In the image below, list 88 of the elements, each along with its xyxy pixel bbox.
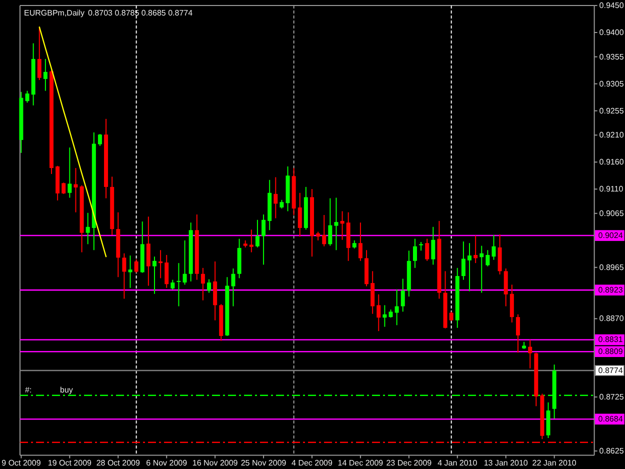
x-tick-label: 22 Jan 2010 (532, 458, 577, 468)
candlestick (25, 90, 30, 104)
candlestick (62, 182, 66, 194)
x-tick-label: 6 Nov 2009 (146, 458, 188, 468)
y-tick-label: 0.9110 (599, 184, 624, 194)
candlestick (504, 268, 508, 307)
candlestick (370, 270, 375, 314)
x-tick-label: 28 Oct 2009 (96, 458, 140, 468)
ref-line-label: 0.8809 (598, 347, 624, 356)
candlestick (492, 234, 496, 260)
candlestick (98, 134, 102, 146)
candlestick (122, 252, 126, 300)
chart-subtitle: 0.8703 0.8785 0.8685 0.8774 (88, 8, 194, 18)
candlestick (528, 339, 532, 369)
ref-line-label: 0.9024 (598, 231, 624, 240)
candlestick (516, 314, 520, 354)
candlestick (449, 311, 454, 322)
candlestick (486, 250, 490, 267)
y-tick-label: 0.9400 (599, 28, 624, 37)
x-tick-label: 14 Dec 2009 (338, 458, 384, 468)
candlestick (376, 294, 381, 332)
y-tick-label: 0.8965 (599, 262, 624, 272)
x-tick-label: 19 Oct 2009 (48, 458, 92, 468)
candlestick (68, 147, 72, 198)
candlestick (182, 240, 187, 286)
candlestick (249, 229, 254, 253)
candlestick (328, 198, 332, 246)
x-tick-label: 4 Jan 2010 (438, 458, 478, 468)
ref-line-label: 0.8684 (598, 414, 624, 424)
y-tick-label: 0.9305 (599, 79, 624, 88)
candlestick (200, 267, 205, 301)
candlestick (37, 26, 42, 81)
y-tick-label: 0.9255 (599, 106, 624, 116)
y-tick-label: 0.8625 (599, 446, 624, 456)
x-tick-label: 13 Jan 2010 (484, 458, 528, 468)
candlestick (146, 216, 150, 286)
x-tick-label: 25 Nov 2009 (240, 458, 287, 468)
candlestick (400, 278, 405, 312)
candlestick (128, 255, 132, 288)
y-tick-label: 0.9160 (599, 158, 624, 167)
candlestick (340, 210, 344, 240)
candlestick (43, 58, 48, 92)
candlestick (480, 245, 484, 294)
candlestick (474, 235, 478, 264)
candlestick (394, 289, 399, 326)
candlestick (207, 278, 212, 294)
candlestick (412, 238, 417, 268)
candlestick (461, 240, 466, 280)
ref-line-label: 0.8774 (598, 366, 624, 376)
candlestick (213, 260, 218, 321)
candlestick (334, 197, 338, 251)
candlestick (425, 238, 430, 262)
candlestick (382, 304, 387, 328)
candlestick (158, 250, 163, 279)
candlestick (358, 222, 362, 262)
ref-line-label: 0.8831 (598, 335, 624, 344)
line-series (38, 26, 107, 258)
ref-line-label: buy (60, 385, 73, 394)
candlestick (176, 262, 181, 307)
candlestick (431, 226, 436, 266)
candlestick (498, 234, 502, 275)
y-tick-label: 0.9210 (599, 130, 624, 140)
y-tick-label: 0.9355 (599, 52, 624, 62)
chart-title: EURGBPm,Daily (24, 8, 84, 18)
candlestick (255, 219, 260, 248)
x-tick-label: 4 Dec 2009 (292, 458, 334, 468)
candlestick (134, 258, 138, 274)
candlestick (510, 284, 514, 323)
y-tick-label: 0.9450 (599, 1, 624, 10)
candlestick (152, 256, 156, 294)
y-tick-label: 0.8870 (599, 314, 624, 324)
x-tick-label: 16 Nov 2009 (192, 458, 238, 468)
candlestick (468, 242, 472, 292)
candlestick (322, 214, 326, 247)
candlestick (262, 214, 266, 266)
x-tick-label: 9 Oct 2009 (2, 458, 42, 468)
ref-line-label: 0.8923 (598, 286, 624, 295)
y-tick-label: 0.8725 (599, 392, 624, 402)
candlestick (274, 176, 278, 219)
annotation: #: (25, 385, 32, 394)
candlestick (170, 279, 175, 290)
candlestick (231, 268, 236, 307)
candlestick (298, 192, 302, 238)
candlestick (74, 168, 78, 213)
y-tick-label: 0.9065 (599, 208, 624, 218)
candlestick (164, 254, 169, 288)
x-tick-label: 23 Dec 2009 (386, 458, 432, 468)
candlestick (86, 212, 90, 245)
